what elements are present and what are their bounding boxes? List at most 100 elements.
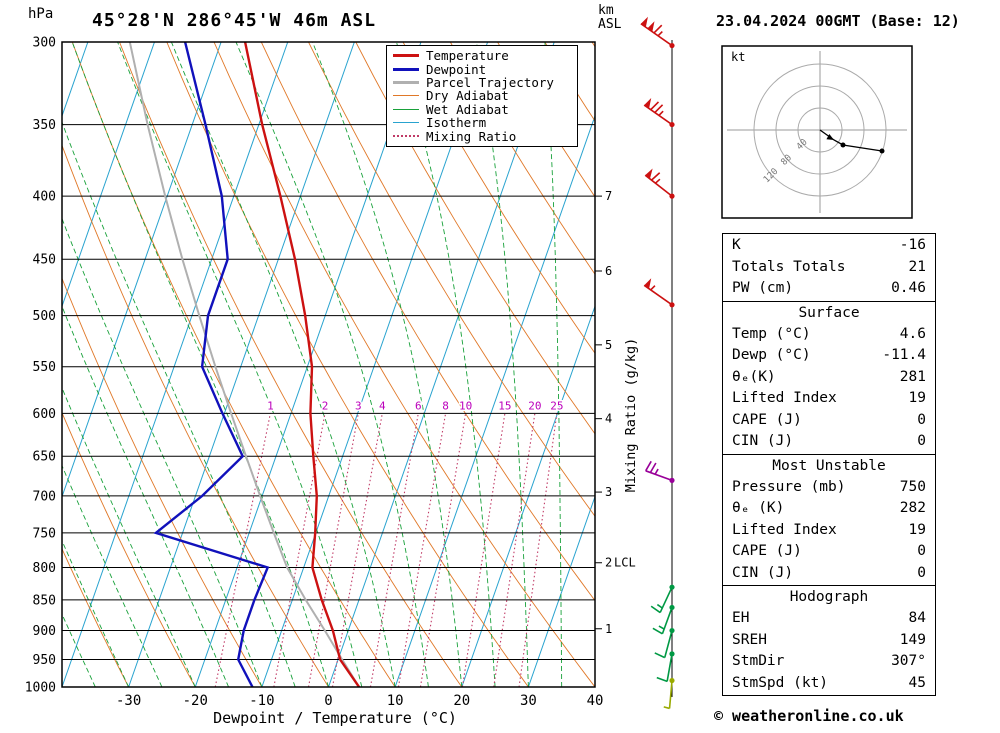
wind-barb: [663, 677, 675, 710]
stat-row: EH 84: [723, 608, 935, 630]
stat-row: PW (cm) 0.46: [723, 278, 935, 300]
page-title: 45°28'N 286°45'W 46m ASL: [92, 10, 377, 31]
stat-label: SREH: [732, 631, 767, 648]
hodograph-point: [879, 148, 885, 154]
stat-value: 0: [917, 543, 926, 559]
stat-value: 45: [908, 674, 926, 691]
stat-row: K -16: [723, 235, 935, 257]
stat-row: Dewp (°C) -11.4: [723, 345, 935, 367]
km-tick-label: 5: [605, 338, 612, 352]
stat-value: 84: [908, 610, 926, 626]
wind-barb: [644, 168, 675, 199]
legend-item-label: Mixing Ratio: [426, 128, 517, 144]
stat-label: Totals Totals: [732, 258, 846, 275]
mixing-ratio-label: 8: [442, 399, 449, 412]
mixing-ratio-label: 25: [550, 399, 563, 412]
mixing-ratio-label: 6: [415, 399, 422, 412]
stat-row: SREH 149: [723, 630, 935, 652]
legend-line-sample: [393, 80, 419, 84]
stat-value: 0: [917, 564, 926, 581]
parcel-trajectory-curve: [128, 42, 360, 687]
stat-label: EH: [732, 610, 750, 626]
dewpoint-curve: [153, 42, 270, 687]
isotherms: [62, 42, 595, 687]
km-tick-label: 2: [605, 556, 612, 570]
stat-row: CAPE (J) 0: [723, 541, 935, 563]
wind-barb: [652, 604, 675, 635]
pressure-tick-label: 600: [33, 407, 56, 422]
wind-barb: [644, 460, 675, 483]
mixing-ratio-label: 4: [379, 399, 386, 412]
legend-item: Dewpoint: [393, 62, 571, 77]
temp-tick-label: -30: [116, 693, 141, 709]
hodograph-trace: [819, 129, 883, 152]
legend-item: Parcel Trajectory: [393, 75, 571, 90]
hodograph-unit-label: kt: [731, 50, 746, 64]
stat-label: θₑ (K): [732, 500, 785, 516]
stat-label: CIN (J): [732, 433, 794, 449]
wind-barb: [643, 278, 675, 308]
legend-item: Temperature: [393, 48, 571, 63]
sounding-curves: [128, 42, 361, 687]
legend-item-label: Isotherm: [426, 115, 487, 131]
pressure-tick-label: 650: [33, 450, 56, 465]
stat-label: CIN (J): [732, 564, 794, 581]
wind-barb: [656, 651, 675, 683]
altitude-unit-asl: ASL: [598, 17, 622, 32]
legend-line-sample: [393, 108, 419, 110]
stat-row: θₑ(K) 281: [723, 367, 935, 389]
mixing-ratio-lines: [214, 413, 558, 687]
legend-item: Isotherm: [393, 115, 571, 131]
mixing-ratio-label: 20: [528, 399, 541, 412]
pressure-tick-label: 400: [33, 190, 56, 205]
legend-line-sample: [393, 67, 419, 71]
pressure-tick-label: 850: [33, 593, 56, 608]
temperature-tick-labels: -30 -20 -10 0 10 20 30 40: [116, 693, 603, 709]
legend: Temperature Dewpoint Parcel Trajectory Dry …: [386, 45, 578, 147]
stat-row: θₑ (K) 282: [723, 498, 935, 520]
stat-value: -16: [899, 237, 926, 253]
pressure-tick-label: 450: [33, 253, 56, 268]
stat-label: K: [732, 237, 741, 253]
stat-value: 19: [908, 390, 926, 406]
stat-row: Pressure (mb) 750: [723, 477, 935, 499]
stat-value: 750: [899, 478, 926, 495]
pressure-tick-label: 550: [33, 360, 56, 375]
stat-row: CAPE (J) 0: [723, 410, 935, 432]
pressure-tick-label: 700: [33, 489, 56, 504]
pressure-tick-label: 750: [33, 526, 56, 541]
hodograph-ring: [753, 63, 887, 197]
stat-value: 0.46: [891, 280, 926, 296]
temp-tick-label: 0: [324, 693, 332, 709]
mixing-ratio-axis-label: Mixing Ratio (g/kg): [623, 337, 639, 493]
pressure-tick-label: 800: [33, 561, 56, 576]
legend-line-sample: [393, 54, 419, 58]
hodograph-point: [840, 142, 846, 148]
mixing-ratio-label: 3: [355, 399, 362, 412]
mixing-ratio-label: 2: [322, 399, 329, 412]
wind-barb: [654, 627, 675, 659]
pressure-tick-label: 950: [33, 653, 56, 668]
pressure-tick-label: 900: [33, 624, 56, 639]
temp-tick-label: -20: [183, 693, 208, 709]
hodograph-ring: [775, 85, 865, 175]
stat-row: CIN (J) 0: [723, 431, 935, 453]
stat-value: 149: [899, 631, 926, 648]
stat-label: Lifted Index: [732, 521, 837, 538]
stat-row: StmDir 307°: [723, 651, 935, 673]
legend-line-sample: [393, 122, 419, 124]
hodograph-ring: [797, 107, 843, 153]
stat-value: 4.6: [899, 325, 926, 342]
stat-row: CIN (J) 0: [723, 563, 935, 585]
stat-row: StmSpd (kt) 45: [723, 673, 935, 695]
stat-label: CAPE (J): [732, 543, 802, 559]
stat-row: Totals Totals 21: [723, 257, 935, 279]
legend-item: Dry Adiabat: [393, 88, 571, 103]
lcl-label: LCL: [614, 556, 636, 570]
stat-value: -11.4: [882, 347, 926, 363]
wind-barb: [640, 16, 675, 49]
km-tick-label: 3: [605, 485, 612, 499]
